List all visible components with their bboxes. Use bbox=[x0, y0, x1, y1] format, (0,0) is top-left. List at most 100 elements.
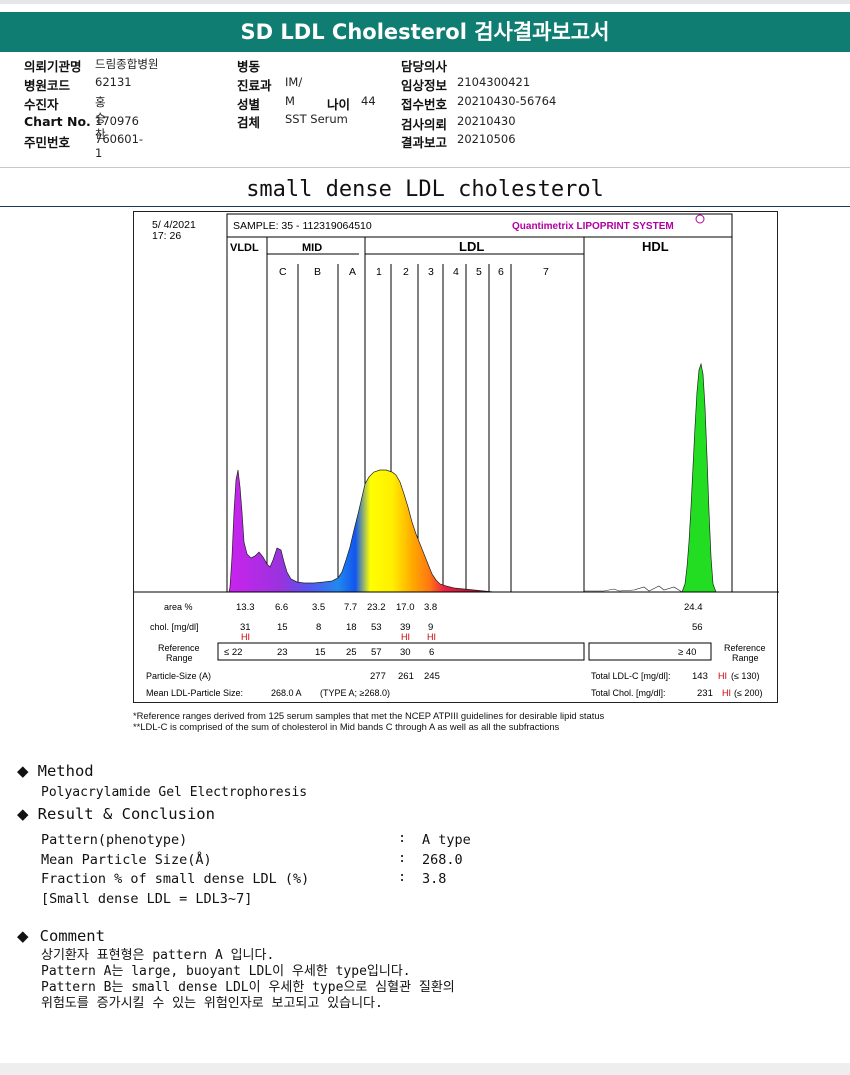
chol-value: 18 bbox=[346, 622, 357, 633]
footnotes: *Reference ranges derived from 125 serum… bbox=[133, 710, 604, 732]
info-label: 임상정보 bbox=[401, 78, 448, 93]
result-value: 268.0 bbox=[422, 852, 463, 868]
band-label: 7 bbox=[543, 266, 549, 278]
plot-frame bbox=[226, 236, 733, 593]
total-chol-ref: (≤ 200) bbox=[734, 688, 762, 698]
group-ldl: LDL bbox=[459, 239, 484, 254]
diamond-icon: ◆ bbox=[17, 805, 29, 823]
info-label: 병동 bbox=[237, 59, 261, 74]
lipoprint-trace bbox=[228, 469, 495, 593]
comment-line: Pattern B는 small dense LDL이 우세한 type으로 심… bbox=[41, 980, 455, 995]
info-value: 2104300421 bbox=[457, 75, 531, 89]
brand-label: Quantimetrix LIPOPRINT SYSTEM bbox=[512, 221, 674, 232]
reference-box-left bbox=[217, 642, 585, 661]
area-row: 13.3 6.6 3.5 7.7 23.2 17.0 3.8 24.4 bbox=[236, 602, 703, 613]
footer-bar bbox=[0, 1063, 850, 1075]
ref-value: 6 bbox=[429, 647, 434, 658]
band-label: 1 bbox=[376, 266, 382, 278]
result-label: Pattern(phenotype) bbox=[41, 832, 188, 848]
info-value: 760601-1 bbox=[95, 132, 144, 160]
ref-value: ≥ 40 bbox=[678, 647, 696, 658]
area-value: 3.8 bbox=[424, 602, 437, 613]
info-value: 170976 bbox=[95, 114, 139, 128]
info-label: 결과보고 bbox=[401, 135, 448, 150]
sample-id: SAMPLE: 35 - 112319064510 bbox=[233, 220, 372, 232]
band-label: C bbox=[279, 266, 287, 278]
ref-value: 25 bbox=[346, 647, 357, 658]
info-value: 20210430 bbox=[457, 114, 516, 128]
info-label: 나이 bbox=[327, 97, 351, 112]
particle-row: 277 261 245 bbox=[370, 671, 440, 682]
area-value: 13.3 bbox=[236, 602, 255, 613]
comment-text: 상기환자 표현형은 pattern A 입니다. Pattern A는 larg… bbox=[41, 948, 455, 1012]
report-date: 5/ 4/2021 bbox=[152, 219, 196, 231]
diamond-icon: ◆ bbox=[17, 762, 29, 780]
ref-value: ≤ 22 bbox=[224, 647, 242, 658]
band-label: B bbox=[314, 266, 321, 278]
chol-value: 39 bbox=[400, 622, 411, 633]
particle-value: 277 bbox=[370, 671, 386, 682]
area-value: 7.7 bbox=[344, 602, 357, 613]
row-label: Reference bbox=[158, 643, 200, 653]
report-time: 17: 26 bbox=[152, 230, 181, 242]
area-value: 6.6 bbox=[275, 602, 288, 613]
result-note: [Small dense LDL = LDL3~7] bbox=[41, 891, 253, 907]
chol-value: 15 bbox=[277, 622, 288, 633]
info-label: 검체 bbox=[237, 115, 261, 130]
band-dividers bbox=[266, 237, 733, 592]
chol-value: 31 bbox=[240, 622, 251, 633]
mean-size-label: Mean LDL-Particle Size: bbox=[146, 688, 243, 698]
band-label: 3 bbox=[428, 266, 434, 278]
result-section: ◆ Result & Conclusion bbox=[17, 804, 215, 823]
ref-value: 30 bbox=[400, 647, 411, 658]
total-ldl-value: 143 bbox=[692, 671, 708, 682]
info-label: 수진자 bbox=[24, 97, 59, 112]
chol-value: 56 bbox=[692, 622, 703, 633]
result-sep: : bbox=[398, 850, 407, 866]
hi-flag: HI bbox=[427, 632, 436, 642]
info-value: 드림종합병원 bbox=[95, 57, 159, 71]
info-label: 검사의뢰 bbox=[401, 117, 448, 132]
group-mid: MID bbox=[302, 242, 322, 254]
info-label: Chart No. bbox=[24, 114, 91, 129]
divider bbox=[0, 167, 850, 168]
footnote: *Reference ranges derived from 125 serum… bbox=[133, 710, 605, 721]
area-value: 23.2 bbox=[367, 602, 386, 613]
row-label: area % bbox=[164, 602, 193, 612]
group-vldl: VLDL bbox=[230, 242, 259, 254]
method-text: Polyacrylamide Gel Electrophoresis bbox=[41, 785, 308, 800]
particle-value: 245 bbox=[424, 671, 440, 682]
hi-flags: HI HI HI bbox=[241, 632, 436, 642]
area-value: 24.4 bbox=[684, 602, 703, 613]
group-hdl: HDL bbox=[642, 239, 669, 254]
result-label: Fraction % of small dense LDL (%) bbox=[41, 871, 310, 887]
chol-value: 53 bbox=[371, 622, 382, 633]
band-label: 2 bbox=[403, 266, 409, 278]
report-title: SD LDL Cholesterol 검사결과보고서 bbox=[240, 20, 610, 44]
result-label: Mean Particle Size(Å) bbox=[41, 852, 212, 868]
band-label: 6 bbox=[498, 266, 504, 278]
chol-value: 9 bbox=[428, 622, 433, 633]
info-label: 주민번호 bbox=[24, 135, 71, 150]
hi-flag: HI bbox=[241, 632, 250, 642]
brand-mark bbox=[695, 214, 705, 224]
info-label: 접수번호 bbox=[401, 97, 448, 112]
method-heading: Method bbox=[37, 762, 94, 780]
info-value: 44 bbox=[361, 94, 376, 108]
info-value: SST Serum bbox=[285, 112, 348, 126]
info-label: 성별 bbox=[237, 97, 261, 112]
row-label: Reference bbox=[724, 643, 766, 653]
report-header: SD LDL Cholesterol 검사결과보고서 bbox=[0, 0, 850, 56]
result-value: A type bbox=[422, 832, 471, 848]
result-sep: : bbox=[398, 869, 407, 885]
ref-value: 23 bbox=[277, 647, 288, 658]
footnote: **LDL-C is comprised of the sum of chole… bbox=[133, 721, 560, 732]
info-label: 담당의사 bbox=[401, 59, 448, 74]
result-value: 3.8 bbox=[422, 871, 447, 887]
ref-value: 57 bbox=[371, 647, 382, 658]
mean-size-type: (TYPE A; ≥268.0) bbox=[320, 688, 390, 698]
row-label: Range bbox=[166, 653, 193, 663]
result-heading: Result & Conclusion bbox=[37, 805, 215, 823]
info-value: IM/ bbox=[285, 75, 303, 89]
hdl-trace bbox=[681, 362, 717, 593]
